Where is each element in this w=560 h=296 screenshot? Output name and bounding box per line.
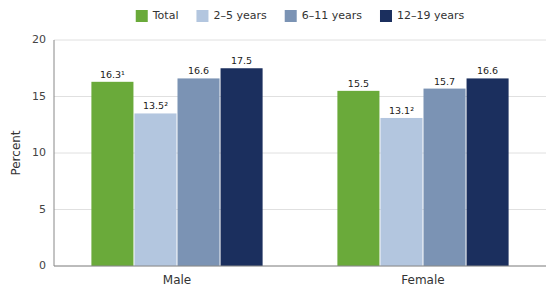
legend: Total 2–5 years 6–11 years 12–19 years [136, 9, 465, 22]
bar [178, 78, 220, 266]
y-tick-label: 15 [32, 90, 46, 103]
bar [134, 113, 176, 266]
data-label: 16.3¹ [100, 69, 125, 80]
bar [91, 82, 133, 266]
data-label: 13.5² [143, 100, 168, 111]
bar [380, 118, 422, 266]
y-tick-label: 0 [39, 259, 46, 272]
legend-swatch [285, 10, 297, 22]
legend-item: 6–11 years [285, 9, 363, 22]
y-axis-label: Percent [9, 130, 23, 175]
chart: 0 5 10 15 20 Percent 16.3¹ 13.5² 16.6 17.5 15.5 13.… [0, 0, 560, 296]
y-tick-label: 10 [32, 146, 46, 159]
data-label: 13.1² [389, 105, 414, 116]
chart-container: 0 5 10 15 20 Percent 16.3¹ 13.5² 16.6 17.5 15.5 13.… [0, 0, 560, 296]
data-label: 15.5 [348, 78, 369, 89]
x-axis-line [54, 266, 546, 267]
x-tick-label: Male [163, 273, 191, 287]
data-label: 16.6 [188, 65, 209, 76]
legend-item: 2–5 years [196, 9, 267, 22]
y-tick-label: 5 [39, 203, 46, 216]
y-axis-line [54, 40, 55, 266]
legend-item: 12–19 years [380, 9, 465, 22]
grid-line [54, 40, 546, 41]
legend-swatch [196, 10, 208, 22]
bars [91, 68, 508, 266]
data-label: 15.7 [434, 76, 455, 87]
data-labels: 16.3¹ 13.5² 16.6 17.5 15.5 13.1² 15.7 16.6 [100, 55, 498, 116]
legend-label: 12–19 years [397, 9, 465, 22]
grid-line [54, 266, 546, 267]
bar [424, 89, 466, 266]
legend-label: 2–5 years [213, 9, 267, 22]
data-label: 17.5 [231, 55, 252, 66]
bar [467, 78, 509, 266]
legend-label: 6–11 years [302, 9, 363, 22]
legend-swatch [380, 10, 392, 22]
y-tick-label: 20 [32, 33, 46, 46]
x-tick-label: Female [401, 273, 444, 287]
bar [221, 68, 263, 266]
legend-item: Total [136, 9, 179, 22]
legend-swatch [136, 10, 148, 22]
data-label: 16.6 [477, 65, 498, 76]
legend-label: Total [152, 9, 179, 22]
grid [54, 40, 546, 266]
bar [337, 91, 379, 266]
